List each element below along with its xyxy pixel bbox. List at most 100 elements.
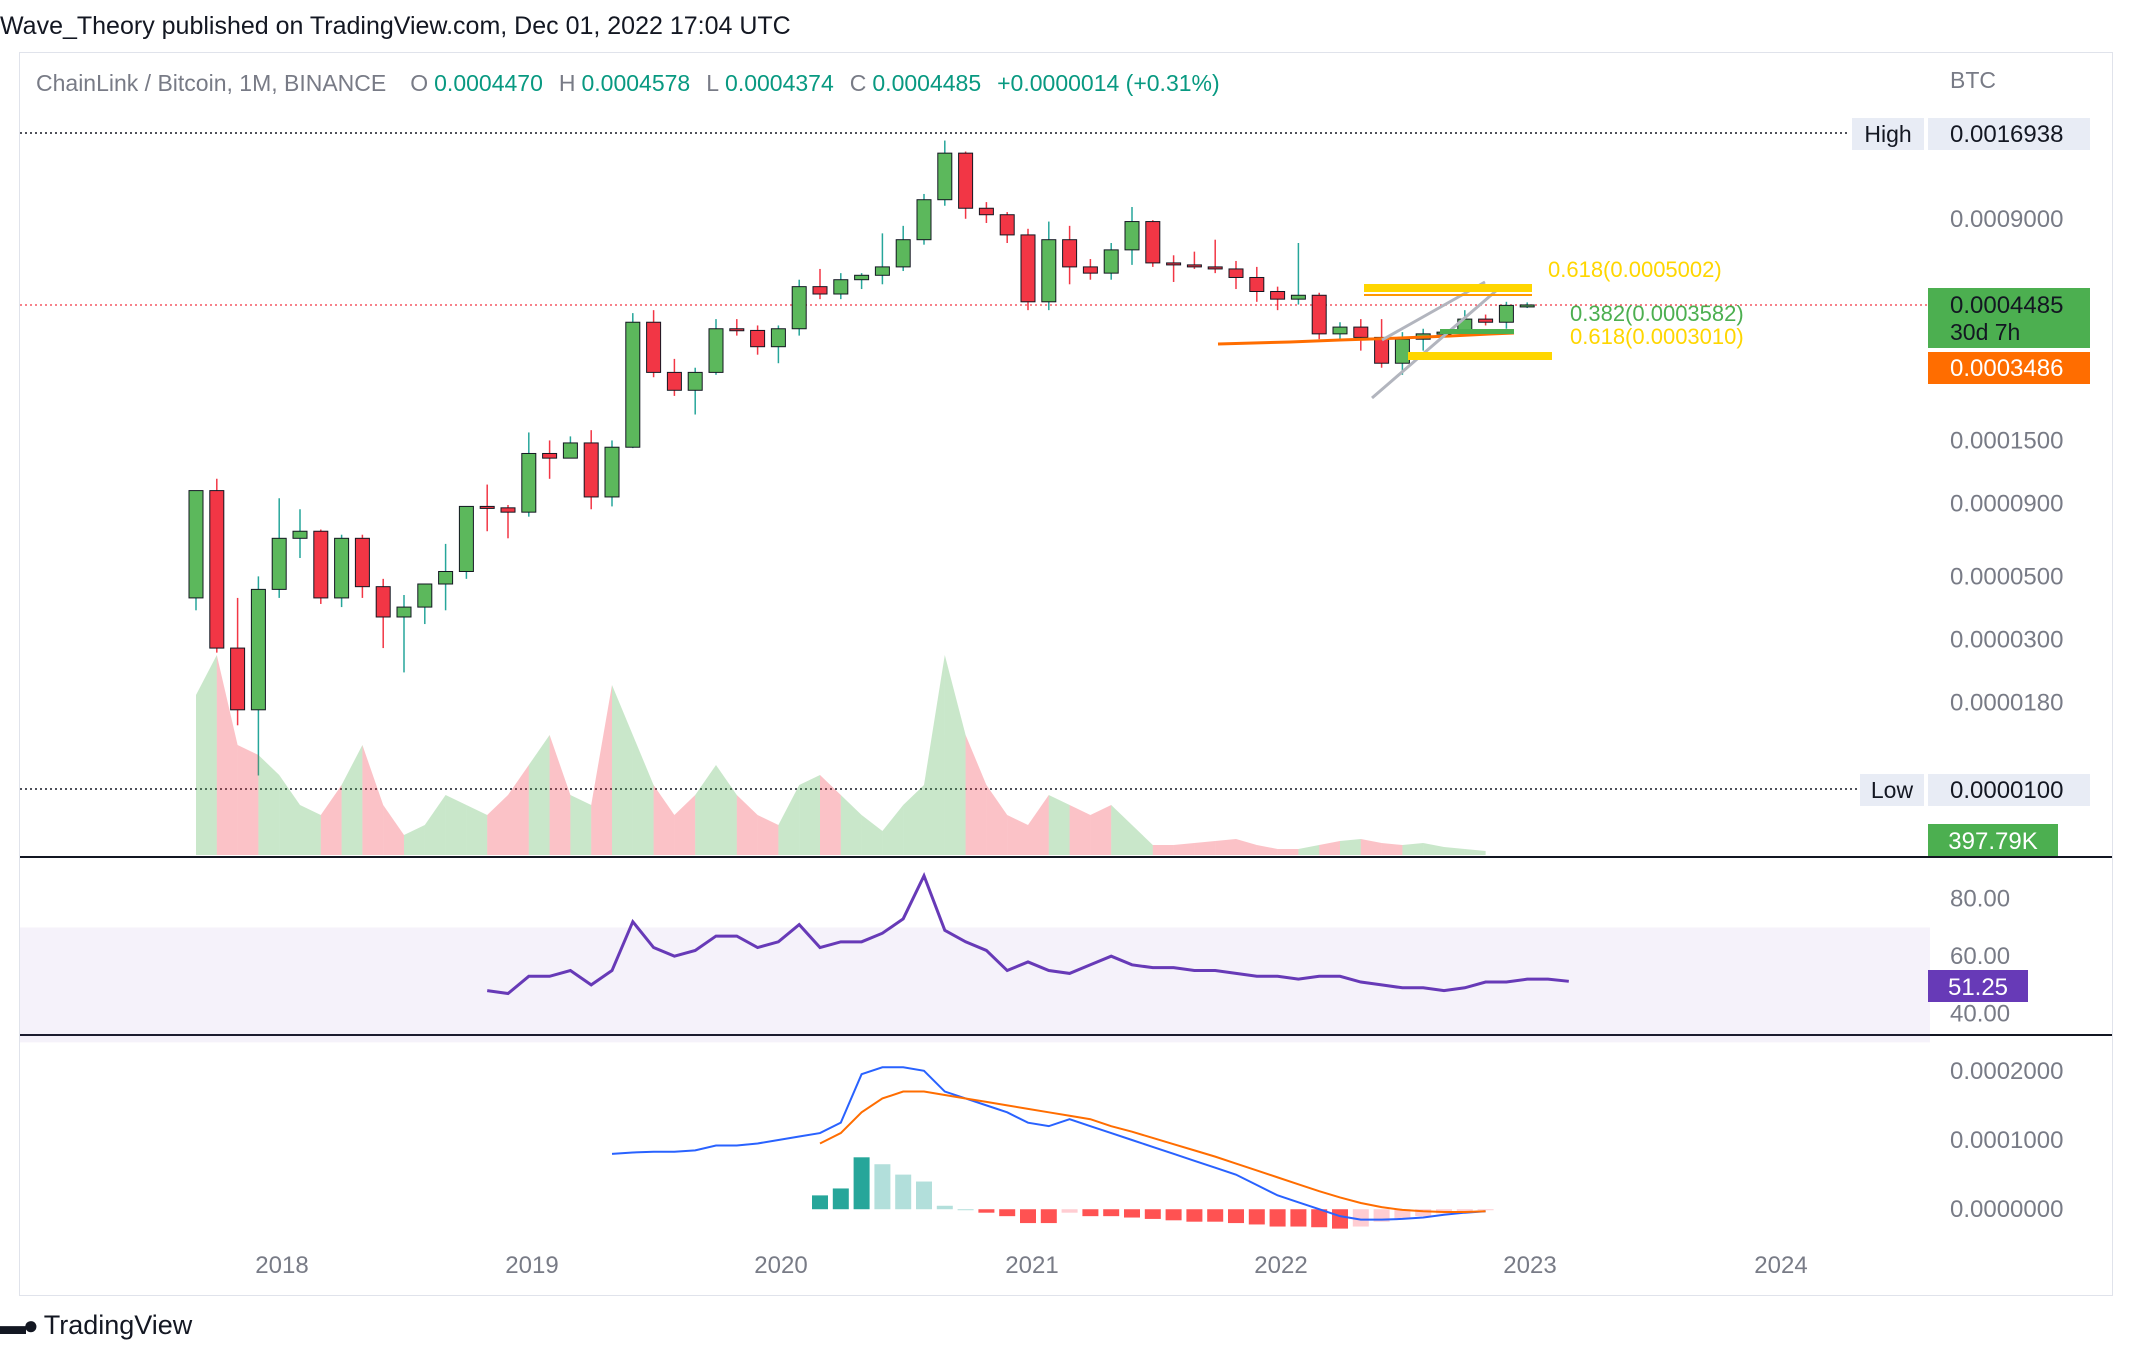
candle-body — [1249, 276, 1265, 292]
candle-body — [292, 530, 308, 539]
signal-line — [819, 1090, 1486, 1213]
macd-histogram-bar — [957, 1209, 974, 1211]
candle-body — [937, 152, 953, 201]
countdown: 30d 7h — [1950, 319, 2020, 345]
candle-body — [1353, 326, 1369, 338]
candle-body — [978, 207, 994, 216]
rsi-pane: 80.00 60.00 40.00 — [20, 871, 2010, 1043]
x-tick-label: 2021 — [1005, 1252, 1058, 1279]
volume-area — [549, 735, 571, 855]
macd-tick-label: 0.0000000 — [1950, 1196, 2063, 1223]
candle-body — [791, 286, 807, 330]
volume-value-box — [1928, 824, 2058, 856]
candle-body — [521, 452, 537, 513]
last-price-box — [1928, 288, 2090, 348]
candle-body — [1166, 262, 1182, 266]
tradingview-logo[interactable]: ▬● TradingView — [0, 1305, 192, 1345]
candle-body — [895, 239, 911, 268]
volume-area — [882, 805, 904, 855]
macd-histogram-bar — [999, 1209, 1016, 1217]
low-value-box — [1928, 774, 2090, 806]
macd-histogram-bar — [1228, 1209, 1244, 1224]
candle-body — [916, 199, 932, 241]
high-label-box — [1852, 118, 1924, 150]
macd-histogram-bar — [1207, 1209, 1224, 1222]
candle-body — [666, 371, 682, 391]
y-tick-label: 0.0000300 — [1950, 627, 2063, 654]
volume-area — [196, 655, 217, 855]
candle-body — [1186, 264, 1202, 268]
volume-area — [716, 765, 737, 855]
axes: 2018 2019 2020 2021 2022 2023 2024 0.0009000 0.0… — [255, 67, 2090, 1279]
volume-area — [924, 655, 945, 855]
volume-area — [965, 735, 987, 855]
volume-area — [279, 775, 300, 855]
candle-body — [999, 214, 1015, 236]
volume-area — [820, 775, 841, 855]
candle-body — [354, 537, 370, 588]
chart-frame[interactable] — [19, 52, 2113, 1296]
macd-histogram-bar — [1020, 1209, 1036, 1224]
legend-low-label: L — [706, 70, 720, 96]
ma-value: 0.0003486 — [1950, 355, 2063, 382]
macd-histogram-bar — [1103, 1209, 1120, 1217]
candle-body — [1478, 318, 1494, 323]
volume-area — [466, 805, 488, 855]
candle-body — [209, 490, 225, 649]
volume-area — [1236, 839, 1257, 855]
volume-area — [528, 735, 550, 855]
candle-body — [500, 507, 516, 513]
macd-histogram-bar — [1477, 1209, 1494, 1211]
high-value-box — [1928, 118, 2090, 150]
volume-area — [653, 785, 675, 855]
legend-high-label: H — [558, 70, 576, 96]
volume-area — [1360, 839, 1382, 855]
candle-body — [812, 286, 828, 295]
candle-body — [874, 266, 890, 276]
candle-body — [583, 442, 599, 498]
volume-area — [695, 765, 716, 855]
volume-pane — [196, 655, 1486, 855]
rsi-tick-label: 60.00 — [1950, 943, 2010, 970]
candle-body — [542, 452, 558, 459]
candle-body — [396, 606, 412, 618]
macd-histogram-bar — [1394, 1209, 1411, 1219]
macd-histogram-bar — [1144, 1209, 1161, 1219]
ma-value-box — [1928, 352, 2090, 384]
fib-label-top: 0.618(0.0005002) — [1548, 257, 1722, 282]
volume-area — [508, 765, 529, 855]
candle-body — [562, 442, 578, 459]
candle-body — [854, 274, 870, 281]
candle-body — [1041, 239, 1057, 303]
price-pane: 0.618(0.0005002) 0.382(0.0003582)0.618(0.… — [20, 132, 1928, 790]
candle-body — [1124, 221, 1140, 251]
low-value: 0.0000100 — [1950, 777, 2063, 804]
legend-close-label: C — [849, 70, 867, 96]
y-tick-label: 0.0000500 — [1950, 563, 2063, 590]
macd-histogram-bar — [874, 1164, 891, 1210]
candle-body — [1270, 290, 1286, 300]
volume-area — [986, 785, 1008, 855]
volume-area — [1111, 805, 1132, 855]
candle-body — [1311, 294, 1327, 335]
candle-body — [770, 328, 786, 348]
candle-body — [1228, 268, 1244, 278]
macd-histogram-bar — [1082, 1209, 1099, 1217]
volume-area — [840, 795, 862, 855]
macd-histogram-bar — [1290, 1209, 1307, 1227]
candle-body — [708, 328, 724, 373]
volume-area — [1402, 843, 1424, 855]
macd-histogram-bar — [936, 1205, 953, 1210]
candle-body — [1290, 294, 1306, 300]
rsi-value: 51.25 — [1948, 974, 2008, 1001]
candle-body — [271, 537, 287, 590]
legend-symbol[interactable]: ChainLink / Bitcoin, 1M, BINANCE — [36, 70, 387, 96]
volume-area — [632, 735, 654, 855]
macd-tick-label: 0.0001000 — [1950, 1127, 2063, 1154]
x-tick-label: 2024 — [1754, 1252, 1807, 1279]
x-tick-label: 2018 — [255, 1252, 308, 1279]
macd-line — [611, 1066, 1486, 1221]
rsi-tick-label: 40.00 — [1950, 1001, 2010, 1028]
candle-body — [479, 505, 495, 509]
